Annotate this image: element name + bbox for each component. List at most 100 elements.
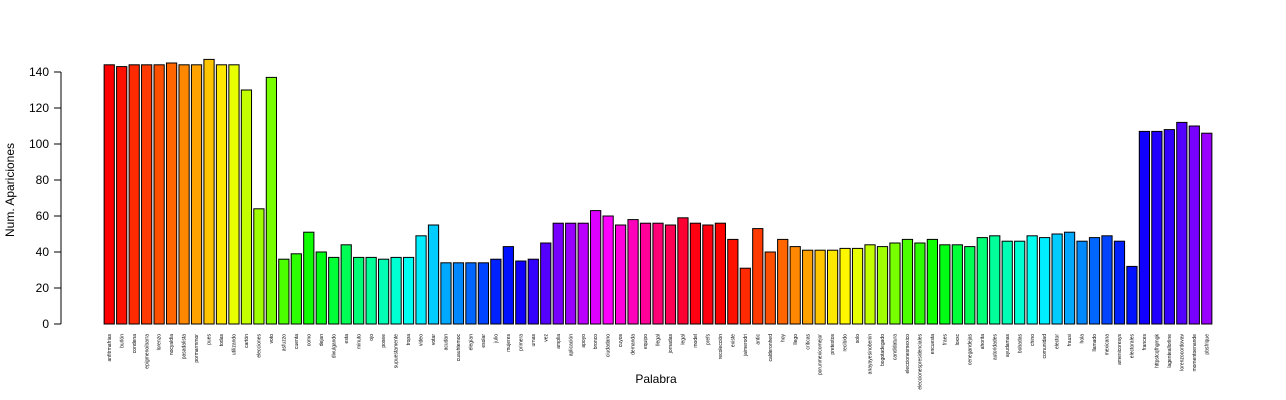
x-tick-label: llego bbox=[793, 334, 799, 345]
x-tick-label: existe bbox=[730, 334, 736, 347]
bar bbox=[1201, 132, 1213, 325]
bar bbox=[1138, 130, 1151, 325]
bar bbox=[1088, 237, 1101, 325]
x-tick-label: legal bbox=[681, 334, 687, 345]
x-tick-label: jaimerodri bbox=[743, 334, 749, 357]
bar bbox=[602, 215, 614, 325]
bar bbox=[951, 244, 963, 325]
bar bbox=[689, 222, 702, 325]
x-tick-label: amplia bbox=[556, 334, 562, 349]
bar bbox=[864, 244, 876, 325]
bar bbox=[851, 247, 864, 325]
bar bbox=[639, 222, 652, 325]
bar bbox=[390, 256, 402, 325]
bar bbox=[415, 235, 427, 325]
x-tick-label: elector bbox=[1055, 334, 1061, 349]
bar bbox=[677, 217, 689, 325]
x-tick-label: demanda bbox=[631, 334, 637, 355]
bar bbox=[116, 66, 128, 325]
bar bbox=[1176, 121, 1188, 325]
x-tick-label: cuyos bbox=[618, 334, 624, 348]
bar bbox=[614, 224, 627, 325]
bar bbox=[914, 242, 926, 325]
bar bbox=[1001, 240, 1013, 325]
bar bbox=[590, 210, 602, 325]
x-tick-label: bronco bbox=[593, 334, 599, 350]
bar bbox=[465, 262, 477, 325]
bar bbox=[315, 251, 327, 325]
bar bbox=[502, 246, 514, 325]
x-tick-label: autoridades bbox=[992, 334, 998, 361]
bar bbox=[365, 256, 377, 325]
bar bbox=[664, 224, 677, 325]
x-tick-label: recolección bbox=[718, 334, 724, 360]
bar bbox=[527, 258, 539, 325]
bar bbox=[714, 222, 726, 325]
x-tick-label: minuto bbox=[356, 334, 362, 349]
bar bbox=[378, 258, 390, 325]
x-tick-label: candidatura bbox=[893, 334, 899, 360]
bar bbox=[565, 222, 577, 325]
bar bbox=[141, 64, 153, 325]
y-tick-label: 120 bbox=[29, 101, 49, 115]
bar bbox=[876, 246, 889, 325]
x-tick-label: dejan bbox=[319, 334, 325, 346]
bar bbox=[265, 76, 277, 325]
bar bbox=[203, 58, 215, 325]
bar bbox=[1188, 125, 1200, 325]
x-tick-labels: anfitrmafrias burlón condena epigmenoibarra… bbox=[107, 334, 1211, 390]
bar bbox=[1151, 130, 1163, 325]
y-tick-label: 100 bbox=[29, 137, 49, 151]
x-tick-label: divulgando bbox=[331, 334, 337, 358]
bar bbox=[1014, 240, 1026, 325]
x-tick-label: pbsfrique bbox=[1204, 334, 1210, 355]
x-tick-label: primera bbox=[518, 334, 524, 351]
bar bbox=[340, 244, 352, 325]
bar bbox=[1051, 233, 1063, 325]
bar bbox=[752, 228, 764, 325]
bar bbox=[1163, 129, 1175, 325]
x-tick-label: posee bbox=[381, 334, 387, 348]
x-tick-label: vez bbox=[543, 334, 549, 342]
bar bbox=[702, 224, 714, 325]
x-tick-label: condena bbox=[132, 334, 138, 353]
x-tick-label: esta bbox=[344, 334, 350, 344]
bars bbox=[103, 58, 1213, 325]
bar bbox=[540, 242, 552, 325]
x-tick-label: antic bbox=[755, 334, 761, 345]
bar bbox=[353, 256, 365, 325]
bar bbox=[103, 64, 115, 325]
x-tick-label: eleccionesmexico bbox=[905, 334, 911, 374]
x-tick-label: llegal bbox=[656, 334, 662, 346]
x-tick-label: pormarmmor bbox=[194, 334, 200, 363]
bar bbox=[240, 89, 253, 325]
bar bbox=[1039, 237, 1051, 325]
bar bbox=[1113, 240, 1126, 325]
x-tick-label: elegían bbox=[469, 334, 475, 351]
bar bbox=[789, 246, 801, 325]
bar bbox=[989, 235, 1001, 325]
x-tick-label: burlón bbox=[119, 334, 125, 348]
x-tick-label: fraes bbox=[942, 334, 948, 346]
x-tick-label: electorales bbox=[1130, 334, 1136, 359]
y-axis-title: Num. Apariciones bbox=[3, 143, 17, 237]
y-tick-label: 40 bbox=[36, 245, 50, 259]
bar bbox=[153, 64, 165, 325]
bar bbox=[215, 64, 228, 325]
x-tick-label: criticas bbox=[805, 334, 811, 350]
bar bbox=[926, 238, 939, 325]
bar bbox=[802, 249, 814, 325]
bar bbox=[552, 222, 564, 325]
bar bbox=[303, 231, 315, 325]
x-tick-label: hola bbox=[1080, 334, 1086, 344]
x-tick-label: cuauhtemoc bbox=[456, 334, 462, 362]
x-tick-label: julio bbox=[493, 334, 499, 344]
y-tick-label: 20 bbox=[36, 281, 50, 295]
x-tick-label: bobadas bbox=[1017, 334, 1023, 354]
x-tick-label: video bbox=[419, 334, 425, 346]
x-tick-label: pasadalista bbox=[182, 334, 188, 360]
y-tick-label: 80 bbox=[36, 173, 50, 187]
bar bbox=[1063, 231, 1076, 325]
x-tick-label: pues bbox=[207, 334, 213, 345]
